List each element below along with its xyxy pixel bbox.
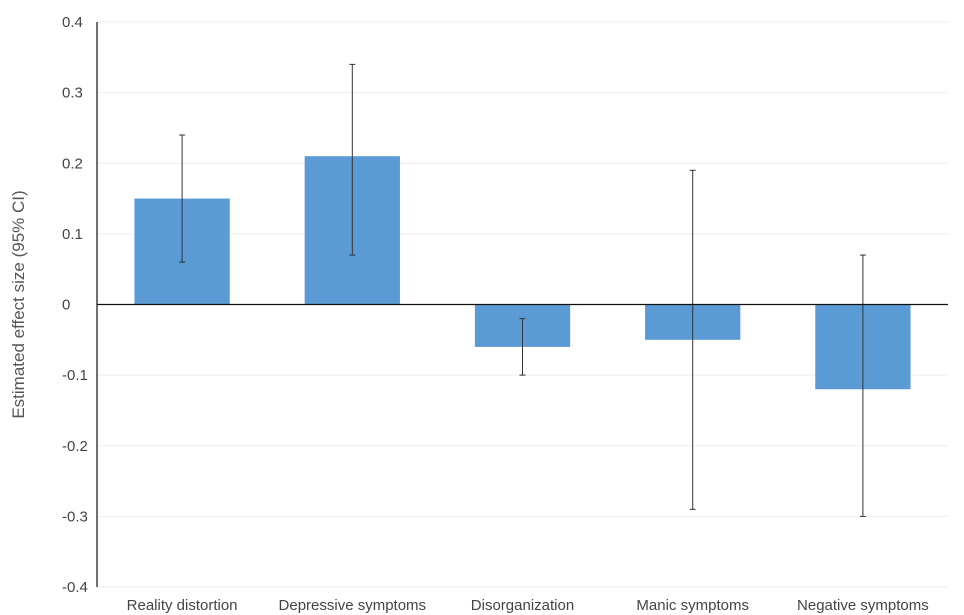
category-label: Depressive symptoms bbox=[279, 597, 427, 614]
category-label: Negative symptoms bbox=[797, 597, 929, 614]
category-labels: Reality distortion Depressive symptoms Dis… bbox=[127, 597, 929, 614]
y-tick-label: -0.2 bbox=[62, 438, 88, 455]
y-tick-labels: 0.4 0.3 0.2 0.1 0 -0.1 -0.2 -0.3 -0.4 bbox=[62, 14, 88, 596]
error-bar bbox=[859, 254, 866, 517]
y-axis-title: Estimated effect size (95% CI) bbox=[9, 190, 28, 418]
error-bar bbox=[519, 318, 526, 376]
error-bar bbox=[179, 134, 186, 263]
category-label: Reality distortion bbox=[127, 597, 238, 614]
y-tick-label: 0.2 bbox=[62, 155, 83, 172]
category-label: Manic symptoms bbox=[636, 597, 749, 614]
y-tick-label: 0 bbox=[62, 297, 70, 314]
y-tick-label: -0.4 bbox=[62, 579, 88, 596]
error-bar bbox=[689, 169, 696, 510]
y-tick-label: -0.3 bbox=[62, 508, 88, 525]
axes bbox=[96, 22, 948, 587]
y-tick-label: 0.1 bbox=[62, 226, 83, 243]
y-tick-label: 0.3 bbox=[62, 85, 83, 102]
error-bar bbox=[349, 63, 356, 256]
error-bars bbox=[179, 63, 866, 517]
y-tick-label: 0.4 bbox=[62, 14, 83, 31]
category-label: Disorganization bbox=[471, 597, 574, 614]
y-tick-label: -0.1 bbox=[62, 367, 88, 384]
